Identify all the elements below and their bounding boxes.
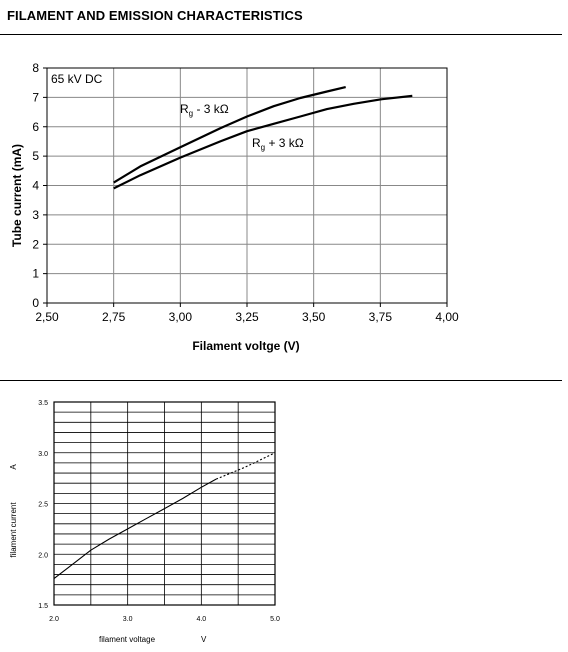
- filament-chart-series: [53, 452, 276, 580]
- y-tick-label: 2.0: [38, 552, 48, 559]
- x-tick-label: 3,50: [302, 310, 326, 324]
- x-tick-label: 3,00: [169, 310, 193, 324]
- y-tick-label: 1.5: [38, 603, 48, 610]
- plot-frame: [53, 401, 276, 606]
- x-tick-label: 3,25: [235, 310, 259, 324]
- y-tick-label: 3.5: [38, 400, 48, 407]
- y-tick-label: 0: [32, 296, 39, 310]
- x-tick-label: 2,75: [102, 310, 126, 324]
- middle-divider: [0, 380, 562, 381]
- y-tick-label: 4: [32, 179, 39, 193]
- y-tick-label: 3.0: [38, 451, 48, 458]
- filament-chart-grid: [54, 402, 275, 605]
- emission-chart: 2,50 2,75 3,00 3,25 3,50 3,75 4,00 0 1 2 3 4 5 6 7 8 65…: [10, 61, 459, 353]
- x-tick-label: 5.0: [270, 616, 280, 623]
- filament-chart-axes: [53, 401, 276, 606]
- y-axis-unit: A: [9, 464, 18, 470]
- x-axis-unit: V: [201, 635, 207, 644]
- emission-chart-ticks: 2,50 2,75 3,00 3,25 3,50 3,75 4,00 0 1 2 3 4 5 6 7 8: [32, 61, 459, 324]
- filament-chart-ticks: 2.0 3.0 4.0 5.01.52.02.53.03.5: [38, 400, 280, 623]
- x-tick-label: 4,00: [435, 310, 459, 324]
- y-axis-label: filament current: [9, 502, 18, 558]
- series-line-1: [113, 86, 346, 184]
- y-tick-label: 3: [32, 208, 39, 222]
- page-title: FILAMENT AND EMISSION CHARACTERISTICS: [7, 8, 303, 23]
- filament-chart: 2.0 3.0 4.0 5.01.52.02.53.03.5 filament vol…: [9, 400, 280, 644]
- y-tick-label: 6: [32, 120, 39, 134]
- series-line-2: [113, 94, 413, 190]
- y-tick-label: 2.5: [38, 502, 48, 509]
- x-tick-label: 3,75: [369, 310, 393, 324]
- series-label-1: Rg - 3 kΩ: [180, 102, 229, 118]
- y-tick-label: 7: [32, 90, 39, 104]
- y-axis-label: Tube current (mA): [10, 144, 24, 247]
- y-tick-label: 5: [32, 149, 39, 163]
- y-tick-label: 8: [32, 61, 39, 75]
- chart-annotation: 65 kV DC: [51, 72, 103, 86]
- x-axis-label: filament voltage: [99, 635, 156, 644]
- series-line-dashed: [215, 452, 276, 480]
- x-tick-label: 2,50: [35, 310, 59, 324]
- x-axis-label: Filament voltge (V): [192, 339, 299, 353]
- emission-chart-grid: [47, 68, 447, 303]
- y-tick-label: 1: [32, 267, 39, 281]
- emission-chart-series: [113, 86, 413, 190]
- series-line-solid: [53, 478, 217, 580]
- x-tick-label: 4.0: [196, 616, 206, 623]
- x-tick-label: 3.0: [123, 616, 133, 623]
- x-tick-label: 2.0: [49, 616, 59, 623]
- y-tick-label: 2: [32, 237, 39, 251]
- top-divider: [0, 34, 562, 35]
- series-label-2: Rg + 3 kΩ: [252, 136, 304, 152]
